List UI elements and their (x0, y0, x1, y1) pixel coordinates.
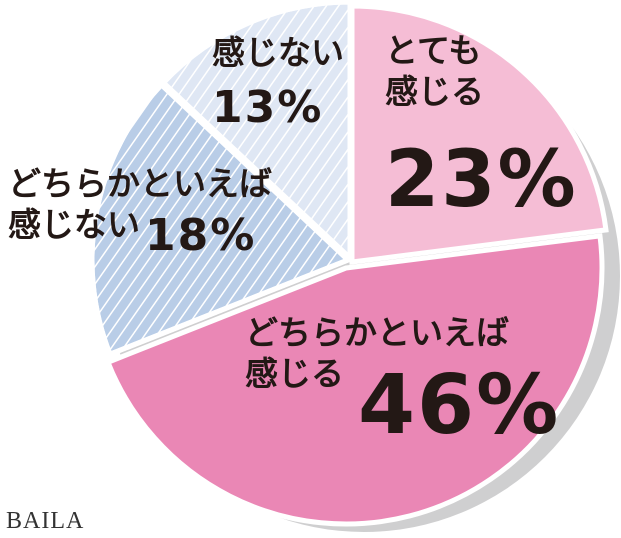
slice-hatch (159, 0, 353, 264)
value-label: 23% (385, 135, 578, 225)
value-label: 46% (358, 358, 561, 453)
slice-label: どちらかといえば感じない (8, 164, 272, 245)
slice-label: どちらかといえば感じる (245, 313, 509, 394)
pie-slice (349, 3, 609, 265)
slice-hatch (89, 81, 353, 358)
value-label: 13% (212, 82, 324, 133)
slice-label: とても感じる (385, 31, 484, 112)
slice-label: 感じない (212, 33, 344, 72)
pie-slice (104, 233, 605, 527)
value-label: 18% (145, 210, 257, 261)
watermark: BAILA (6, 508, 85, 534)
